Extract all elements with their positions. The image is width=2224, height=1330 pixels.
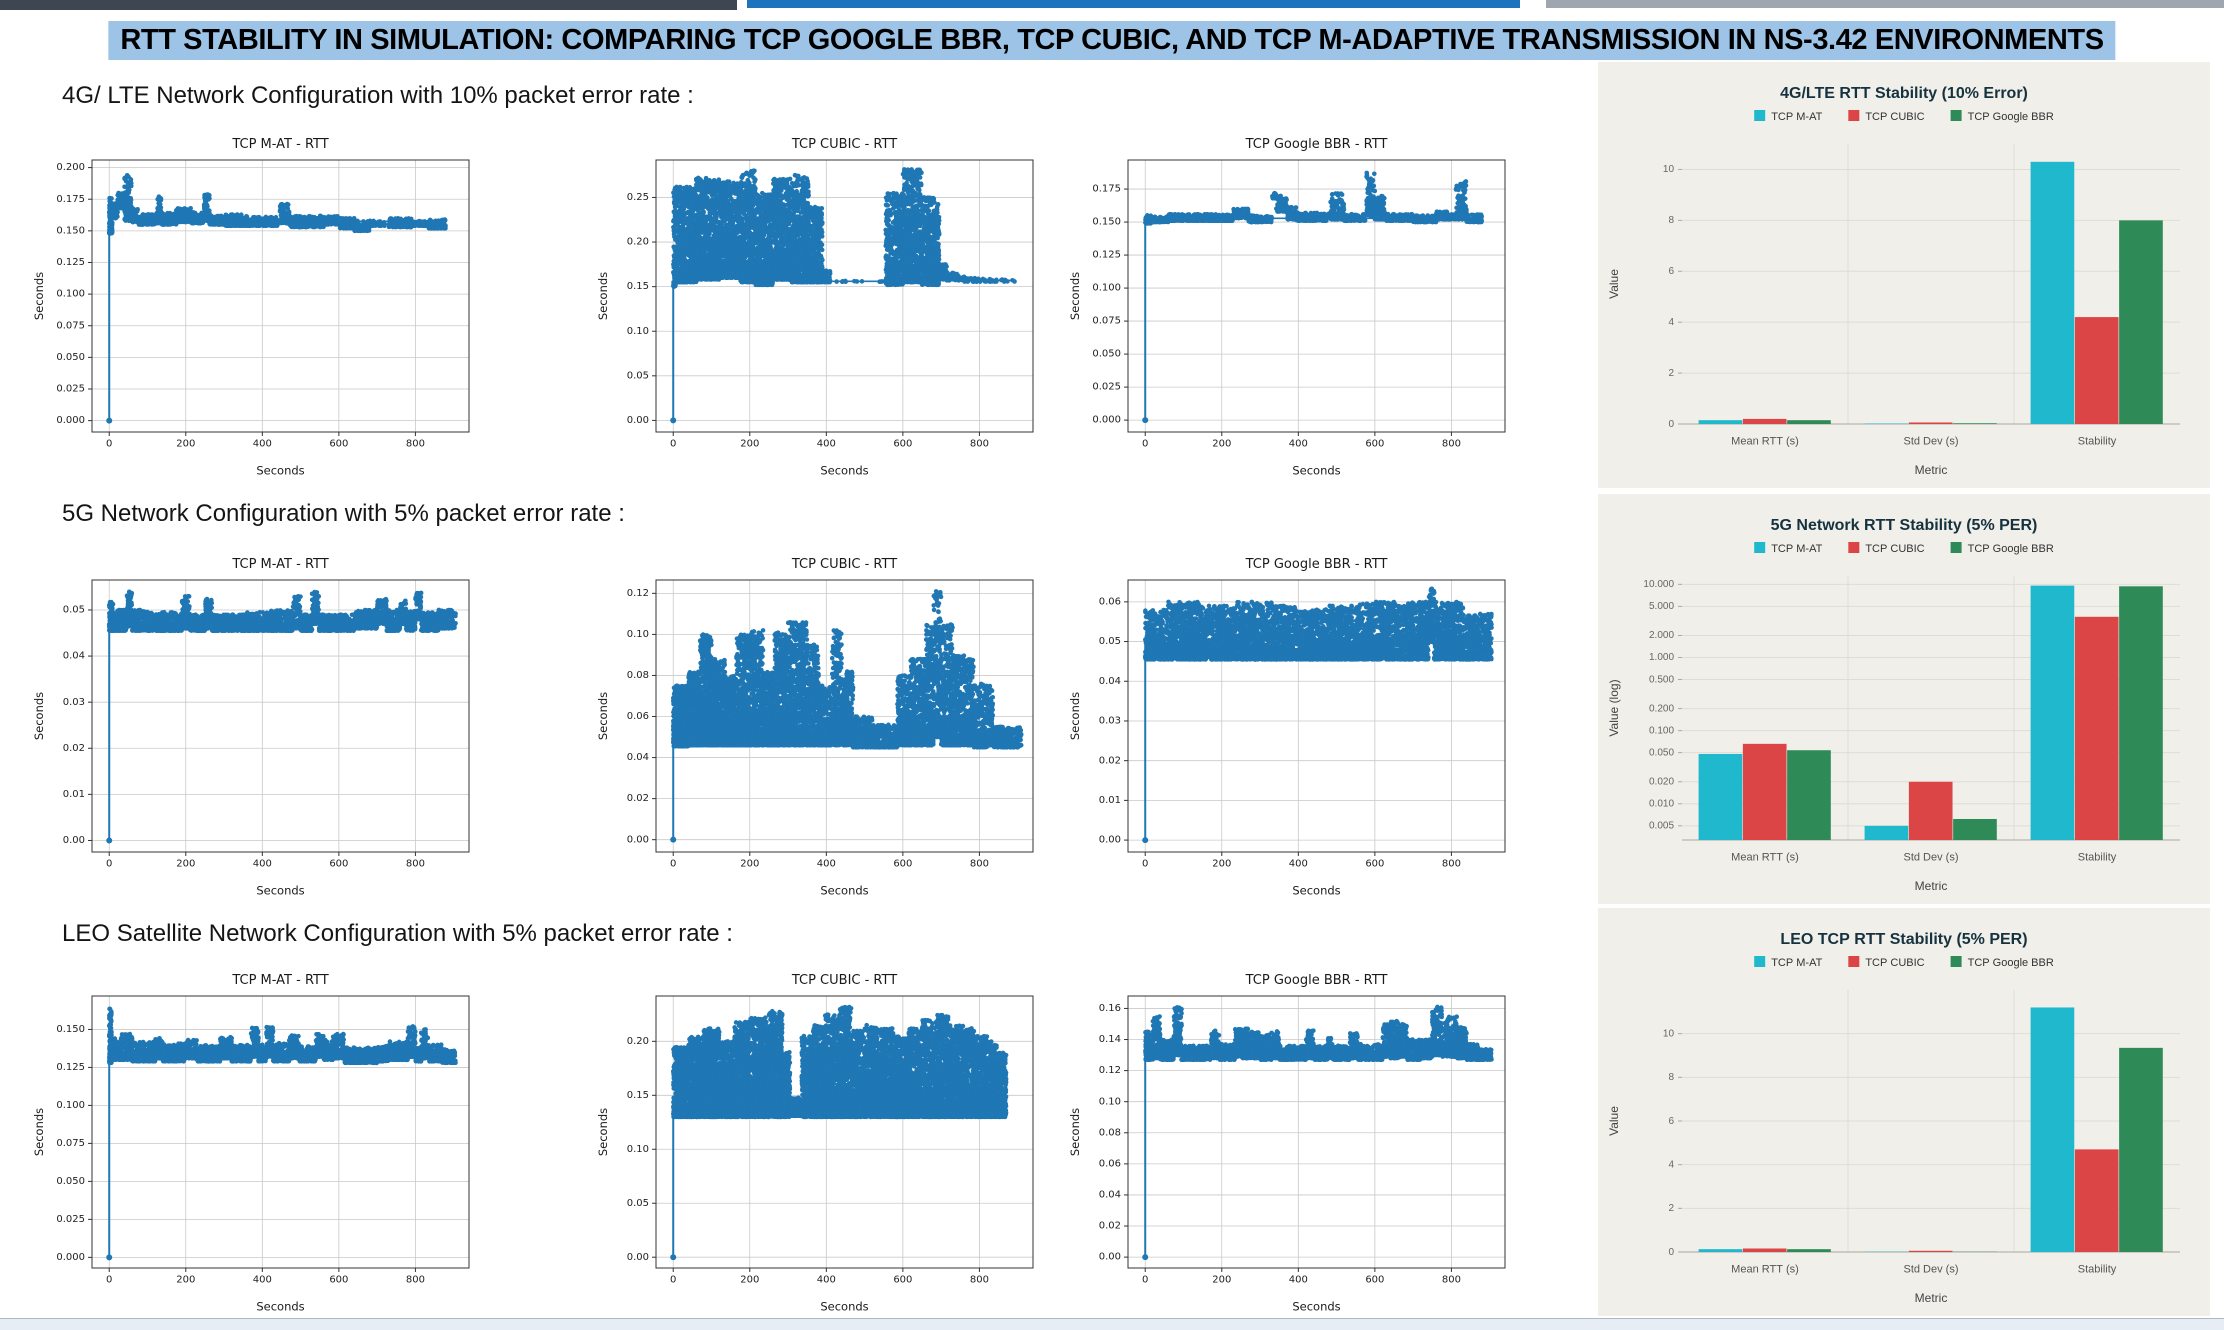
topbar-gray-segment [1546, 0, 2224, 8]
chart-5g-tcp-mat-rtt [28, 550, 483, 902]
chart-leo-stability-bars [1598, 908, 2210, 1316]
chart-leo-tcp-cubic-rtt [592, 966, 1047, 1318]
bottom-scrollbar[interactable] [0, 1318, 2224, 1330]
chart-4g-tcp-cubic-rtt [592, 130, 1047, 482]
chart-5g-tcp-cubic-rtt [592, 550, 1047, 902]
section-heading-4g-lte: 4G/ LTE Network Configuration with 10% p… [62, 82, 694, 109]
section-heading-leo: LEO Satellite Network Configuration with… [62, 920, 733, 947]
chart-5g-tcp-bbr-rtt [1064, 550, 1519, 902]
panel-5g-stability-bars [1598, 494, 2210, 904]
chart-4g-tcp-mat-rtt [28, 130, 483, 482]
chart-leo-tcp-mat-rtt [28, 966, 483, 1318]
section-heading-5g: 5G Network Configuration with 5% packet … [62, 500, 625, 527]
panel-leo-stability-bars [1598, 908, 2210, 1316]
topbar-blue-segment [747, 0, 1520, 8]
chart-4g-tcp-bbr-rtt [1064, 130, 1519, 482]
topbar-dark-segment [0, 0, 737, 10]
panel-4g-stability-bars [1598, 62, 2210, 488]
chart-4g-stability-bars [1598, 62, 2210, 488]
document-title: RTT STABILITY IN SIMULATION: COMPARING T… [108, 21, 2116, 60]
chart-leo-tcp-bbr-rtt [1064, 966, 1519, 1318]
chart-5g-stability-bars [1598, 494, 2210, 904]
